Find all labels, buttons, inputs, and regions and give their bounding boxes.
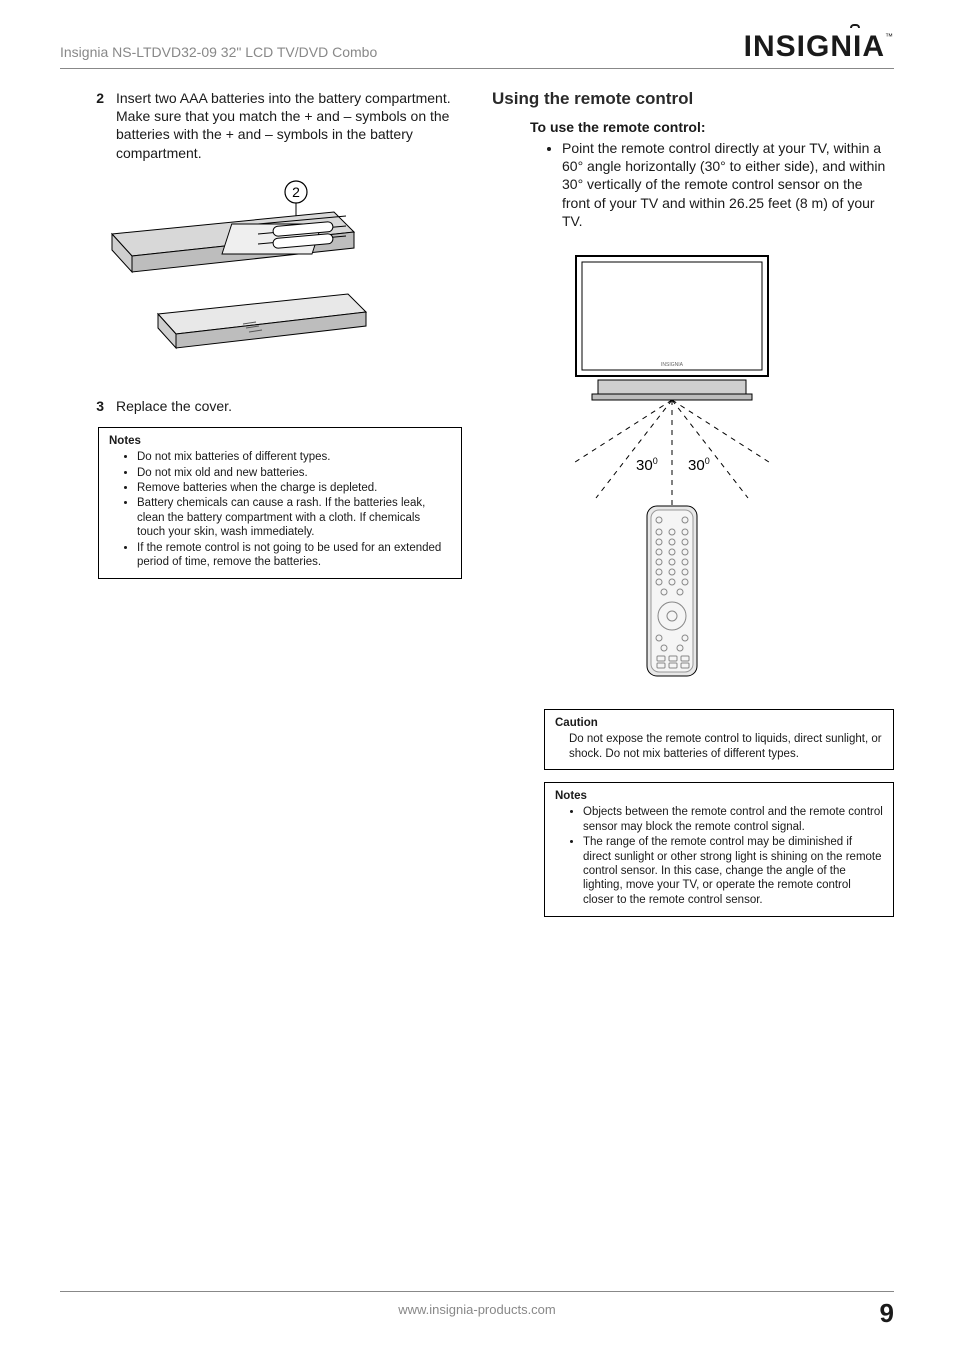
notes-list: Do not mix batteries of different types.… <box>137 450 451 569</box>
caution-box: Caution Do not expose the remote control… <box>544 709 894 770</box>
step-text: Insert two AAA batteries into the batter… <box>116 89 462 162</box>
caution-body: Do not expose the remote control to liqu… <box>569 732 883 761</box>
list-item: Objects between the remote control and t… <box>583 805 883 834</box>
notes-list: Objects between the remote control and t… <box>583 805 883 907</box>
step-number: 2 <box>90 89 104 162</box>
list-item: Point the remote control directly at you… <box>562 139 894 230</box>
brand-name: INSIGNIA <box>744 30 885 63</box>
page-header: Insignia NS-LTDVD32-09 32" LCD TV/DVD Co… <box>60 30 894 69</box>
step-3: 3 Replace the cover. <box>60 397 462 415</box>
subsection-heading: To use the remote control: <box>530 119 894 135</box>
list-item: The range of the remote control may be d… <box>583 835 883 907</box>
svg-text:INSIGNIA: INSIGNIA <box>661 362 684 368</box>
left-column: 2 Insert two AAA batteries into the batt… <box>60 89 462 929</box>
list-item: Battery chemicals can cause a rash. If t… <box>137 496 451 539</box>
battery-compartment-icon: 2 <box>98 174 378 374</box>
right-column: Using the remote control To use the remo… <box>492 89 894 929</box>
remote-angle-figure: INSIGNIA 300 300 <box>552 246 894 691</box>
svg-text:2: 2 <box>292 184 300 200</box>
logo-accent-icon <box>850 24 860 28</box>
footer-url: www.insignia-products.com <box>398 1302 556 1317</box>
battery-figure: 2 <box>98 174 462 379</box>
notes-box-right: Notes Objects between the remote control… <box>544 782 894 917</box>
page-number: 9 <box>880 1298 894 1329</box>
step-text: Replace the cover. <box>116 397 232 415</box>
notes-box-left: Notes Do not mix batteries of different … <box>98 427 462 579</box>
content-columns: 2 Insert two AAA batteries into the batt… <box>60 89 894 929</box>
list-item: Do not mix batteries of different types. <box>137 450 451 464</box>
svg-text:300: 300 <box>636 456 658 474</box>
brand-logo: INSIGNIA™ <box>744 30 894 64</box>
notes-title: Notes <box>555 789 883 803</box>
header-title: Insignia NS-LTDVD32-09 32" LCD TV/DVD Co… <box>60 30 377 60</box>
list-item: If the remote control is not going to be… <box>137 541 451 570</box>
instruction-list: Point the remote control directly at you… <box>562 139 894 230</box>
notes-title: Notes <box>109 434 451 448</box>
list-item: Do not mix old and new batteries. <box>137 466 451 480</box>
list-item: Remove batteries when the charge is depl… <box>137 481 451 495</box>
step-number: 3 <box>90 397 104 415</box>
brand-tm: ™ <box>885 32 894 41</box>
step-2: 2 Insert two AAA batteries into the batt… <box>60 89 462 162</box>
section-heading: Using the remote control <box>492 89 894 109</box>
page-footer: www.insignia-products.com 9 <box>60 1291 894 1317</box>
remote-angle-icon: INSIGNIA 300 300 <box>552 246 792 686</box>
caution-title: Caution <box>555 716 883 730</box>
svg-text:300: 300 <box>688 456 710 474</box>
